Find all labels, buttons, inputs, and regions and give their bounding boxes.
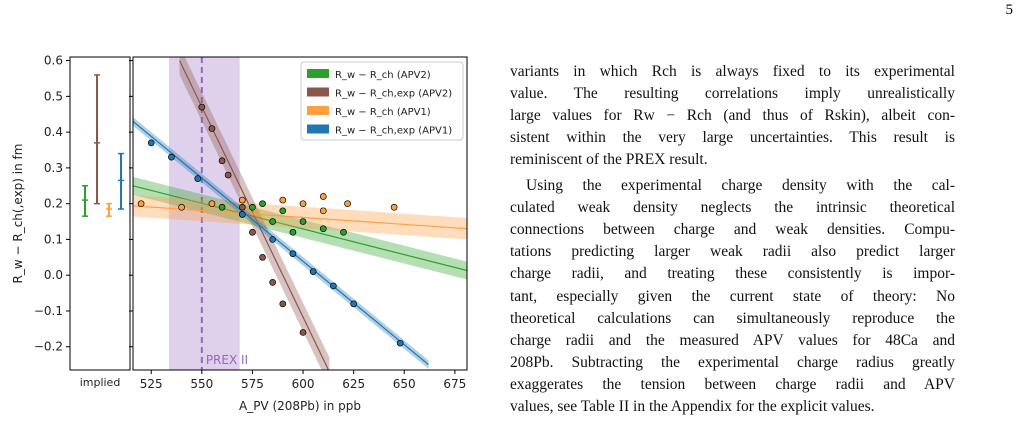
data-point xyxy=(396,339,404,347)
x-tick-label: 650 xyxy=(393,377,416,391)
data-point xyxy=(319,225,327,233)
x-tick-label: 600 xyxy=(292,377,315,391)
data-point xyxy=(238,211,246,218)
y-tick-label: 0.6 xyxy=(44,54,63,68)
x-tick-label: 675 xyxy=(443,377,466,391)
data-point xyxy=(224,171,232,179)
data-point xyxy=(279,196,287,204)
text-line: Using the experimental charge density wi… xyxy=(526,177,955,194)
data-point xyxy=(350,300,357,308)
data-point xyxy=(269,218,277,225)
data-point xyxy=(340,228,347,236)
data-point xyxy=(208,200,216,208)
data-point xyxy=(168,153,175,161)
text-line: tant, especially given the current state… xyxy=(510,287,955,305)
text-line: exaggerates the tension between charge r… xyxy=(510,375,955,393)
x-axis-label: A_PV (208Pb) in ppb xyxy=(239,399,361,413)
data-point xyxy=(208,125,216,132)
implied-label: implied xyxy=(80,376,121,389)
text-line: large values for Rw − Rch (and thus of R… xyxy=(510,107,955,124)
implied-axes xyxy=(69,56,131,371)
text-line: 208Pb. Subtracting the experimental char… xyxy=(510,353,955,371)
data-point xyxy=(299,218,307,225)
y-tick-label: 0.4 xyxy=(44,125,63,139)
text-line: charge radii and the measured APV values… xyxy=(510,331,955,349)
data-point xyxy=(178,203,185,211)
fit-line xyxy=(179,60,330,370)
text-line: variants in which Rch is always fixed to… xyxy=(510,63,955,80)
y-tick-label: −0.1 xyxy=(34,304,63,318)
data-point xyxy=(279,207,287,215)
data-point xyxy=(259,200,266,208)
legend-swatch xyxy=(307,124,329,134)
data-point xyxy=(309,268,317,275)
data-point xyxy=(344,200,351,208)
text-line: values, see Table II in the Appendix for… xyxy=(510,398,875,415)
data-point xyxy=(218,203,226,211)
data-point xyxy=(259,253,266,261)
data-point xyxy=(137,200,145,208)
x-tick-label: 525 xyxy=(140,377,163,391)
legend-label: R_w − R_ch,exp (APV1) xyxy=(335,126,452,137)
fit-band xyxy=(179,57,330,370)
data-point xyxy=(238,196,246,204)
plot-area: PREX II xyxy=(133,57,467,370)
text-line: theoretical calculations can simultaneou… xyxy=(510,309,955,327)
text-line: reminiscent of the PREX result. xyxy=(510,151,708,168)
span-label: PREX II xyxy=(206,353,248,367)
data-point xyxy=(269,279,277,286)
data-point xyxy=(238,203,246,211)
data-point xyxy=(249,228,256,236)
legend-label: R_w − R_ch,exp (APV2) xyxy=(335,89,452,100)
legend-swatch xyxy=(307,69,329,78)
y-tick-label: 0.1 xyxy=(44,232,63,246)
data-point xyxy=(249,203,256,211)
legend-swatch xyxy=(307,87,329,97)
data-point xyxy=(147,139,155,147)
text-line: culated weak density neglects the intrin… xyxy=(510,199,955,217)
fit-line xyxy=(133,120,429,366)
text-line: tations predicting larger weak radii als… xyxy=(510,243,955,261)
data-point xyxy=(299,329,307,336)
page-number: 5 xyxy=(1005,2,1014,18)
legend-box xyxy=(300,61,464,141)
data-point xyxy=(198,103,206,111)
x-tick-label: 575 xyxy=(241,377,264,391)
data-point xyxy=(319,193,327,200)
data-point xyxy=(330,282,337,290)
main-axes xyxy=(132,56,468,371)
x-tick-label: 625 xyxy=(342,377,365,391)
y-tick-label: 0.0 xyxy=(44,268,63,282)
data-point xyxy=(269,236,277,243)
text-line: charge radii, and treating these consist… xyxy=(510,265,955,283)
data-point xyxy=(218,157,226,165)
data-point xyxy=(194,175,202,182)
data-point xyxy=(289,228,297,236)
text-line: connections between charge and weak dens… xyxy=(510,221,955,239)
text-line: value. The resulting correlations imply … xyxy=(510,85,955,102)
fit-line xyxy=(133,205,467,230)
x-tick-label: 550 xyxy=(190,377,213,391)
legend-label: R_w − R_ch (APV1) xyxy=(335,107,431,118)
data-point xyxy=(279,300,287,308)
data-point xyxy=(319,207,327,215)
y-tick-label: −0.2 xyxy=(34,340,63,354)
y-axis-label: R_w − R_ch(,exp) in fm xyxy=(11,144,25,284)
data-point xyxy=(390,203,398,211)
y-tick-label: 0.2 xyxy=(44,197,63,211)
data-point xyxy=(299,200,307,208)
legend-swatch xyxy=(307,106,329,115)
y-tick-label: 0.5 xyxy=(44,89,63,103)
legend-label: R_w − R_ch (APV2) xyxy=(335,70,431,81)
fit-line xyxy=(133,185,467,272)
y-tick-label: 0.3 xyxy=(44,161,63,175)
text-line: sistent within the very large uncertaint… xyxy=(510,129,955,146)
figure: PREX II −0.2 −0.1 0.0 0.1 0.2 0.3 0.4 0.5 0.6 525 5… xyxy=(11,54,468,413)
data-point xyxy=(289,250,297,258)
